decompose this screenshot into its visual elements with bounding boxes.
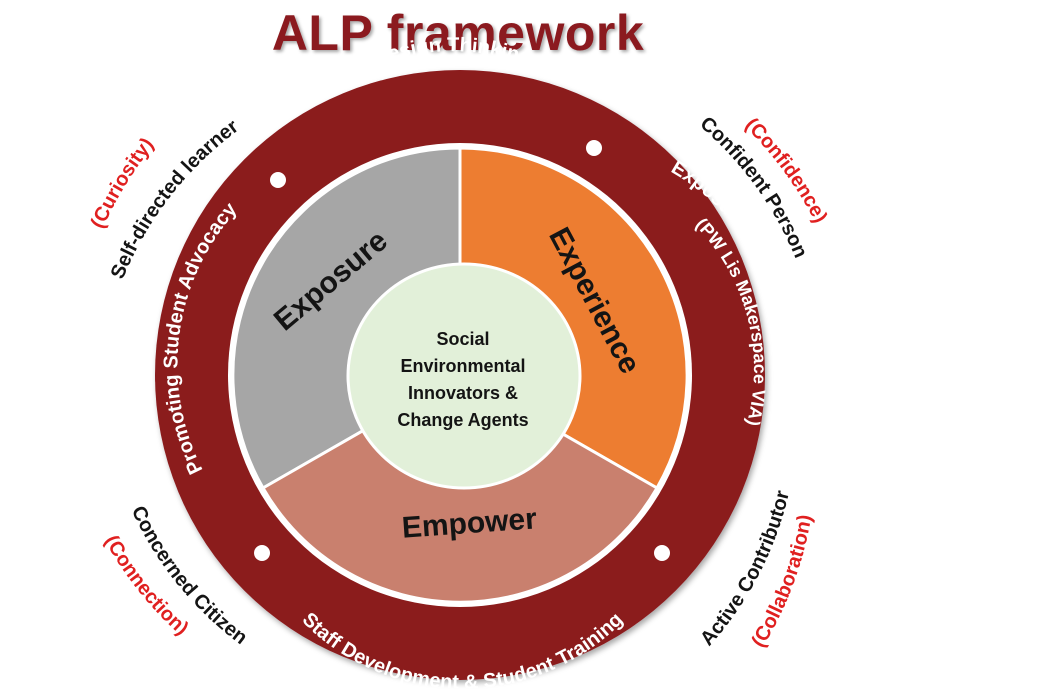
ring-dot: [586, 140, 602, 156]
center-line-2: Environmental: [400, 356, 525, 376]
ring-dot: [654, 545, 670, 561]
center-text-group: Social Environmental Innovators & Change…: [397, 329, 528, 430]
center-line-4: Change Agents: [397, 410, 528, 430]
center-circle: [346, 262, 582, 490]
center-line-3: Innovators &: [408, 383, 518, 403]
ring-dot: [254, 545, 270, 561]
ring-label-design-thinking: Design Thinking: [371, 34, 535, 70]
ring-dot: [270, 172, 286, 188]
diagram-title: ALP framework: [271, 5, 645, 61]
center-line-1: Social: [436, 329, 489, 349]
svg-text:Design Thinking: Design Thinking: [371, 34, 535, 70]
